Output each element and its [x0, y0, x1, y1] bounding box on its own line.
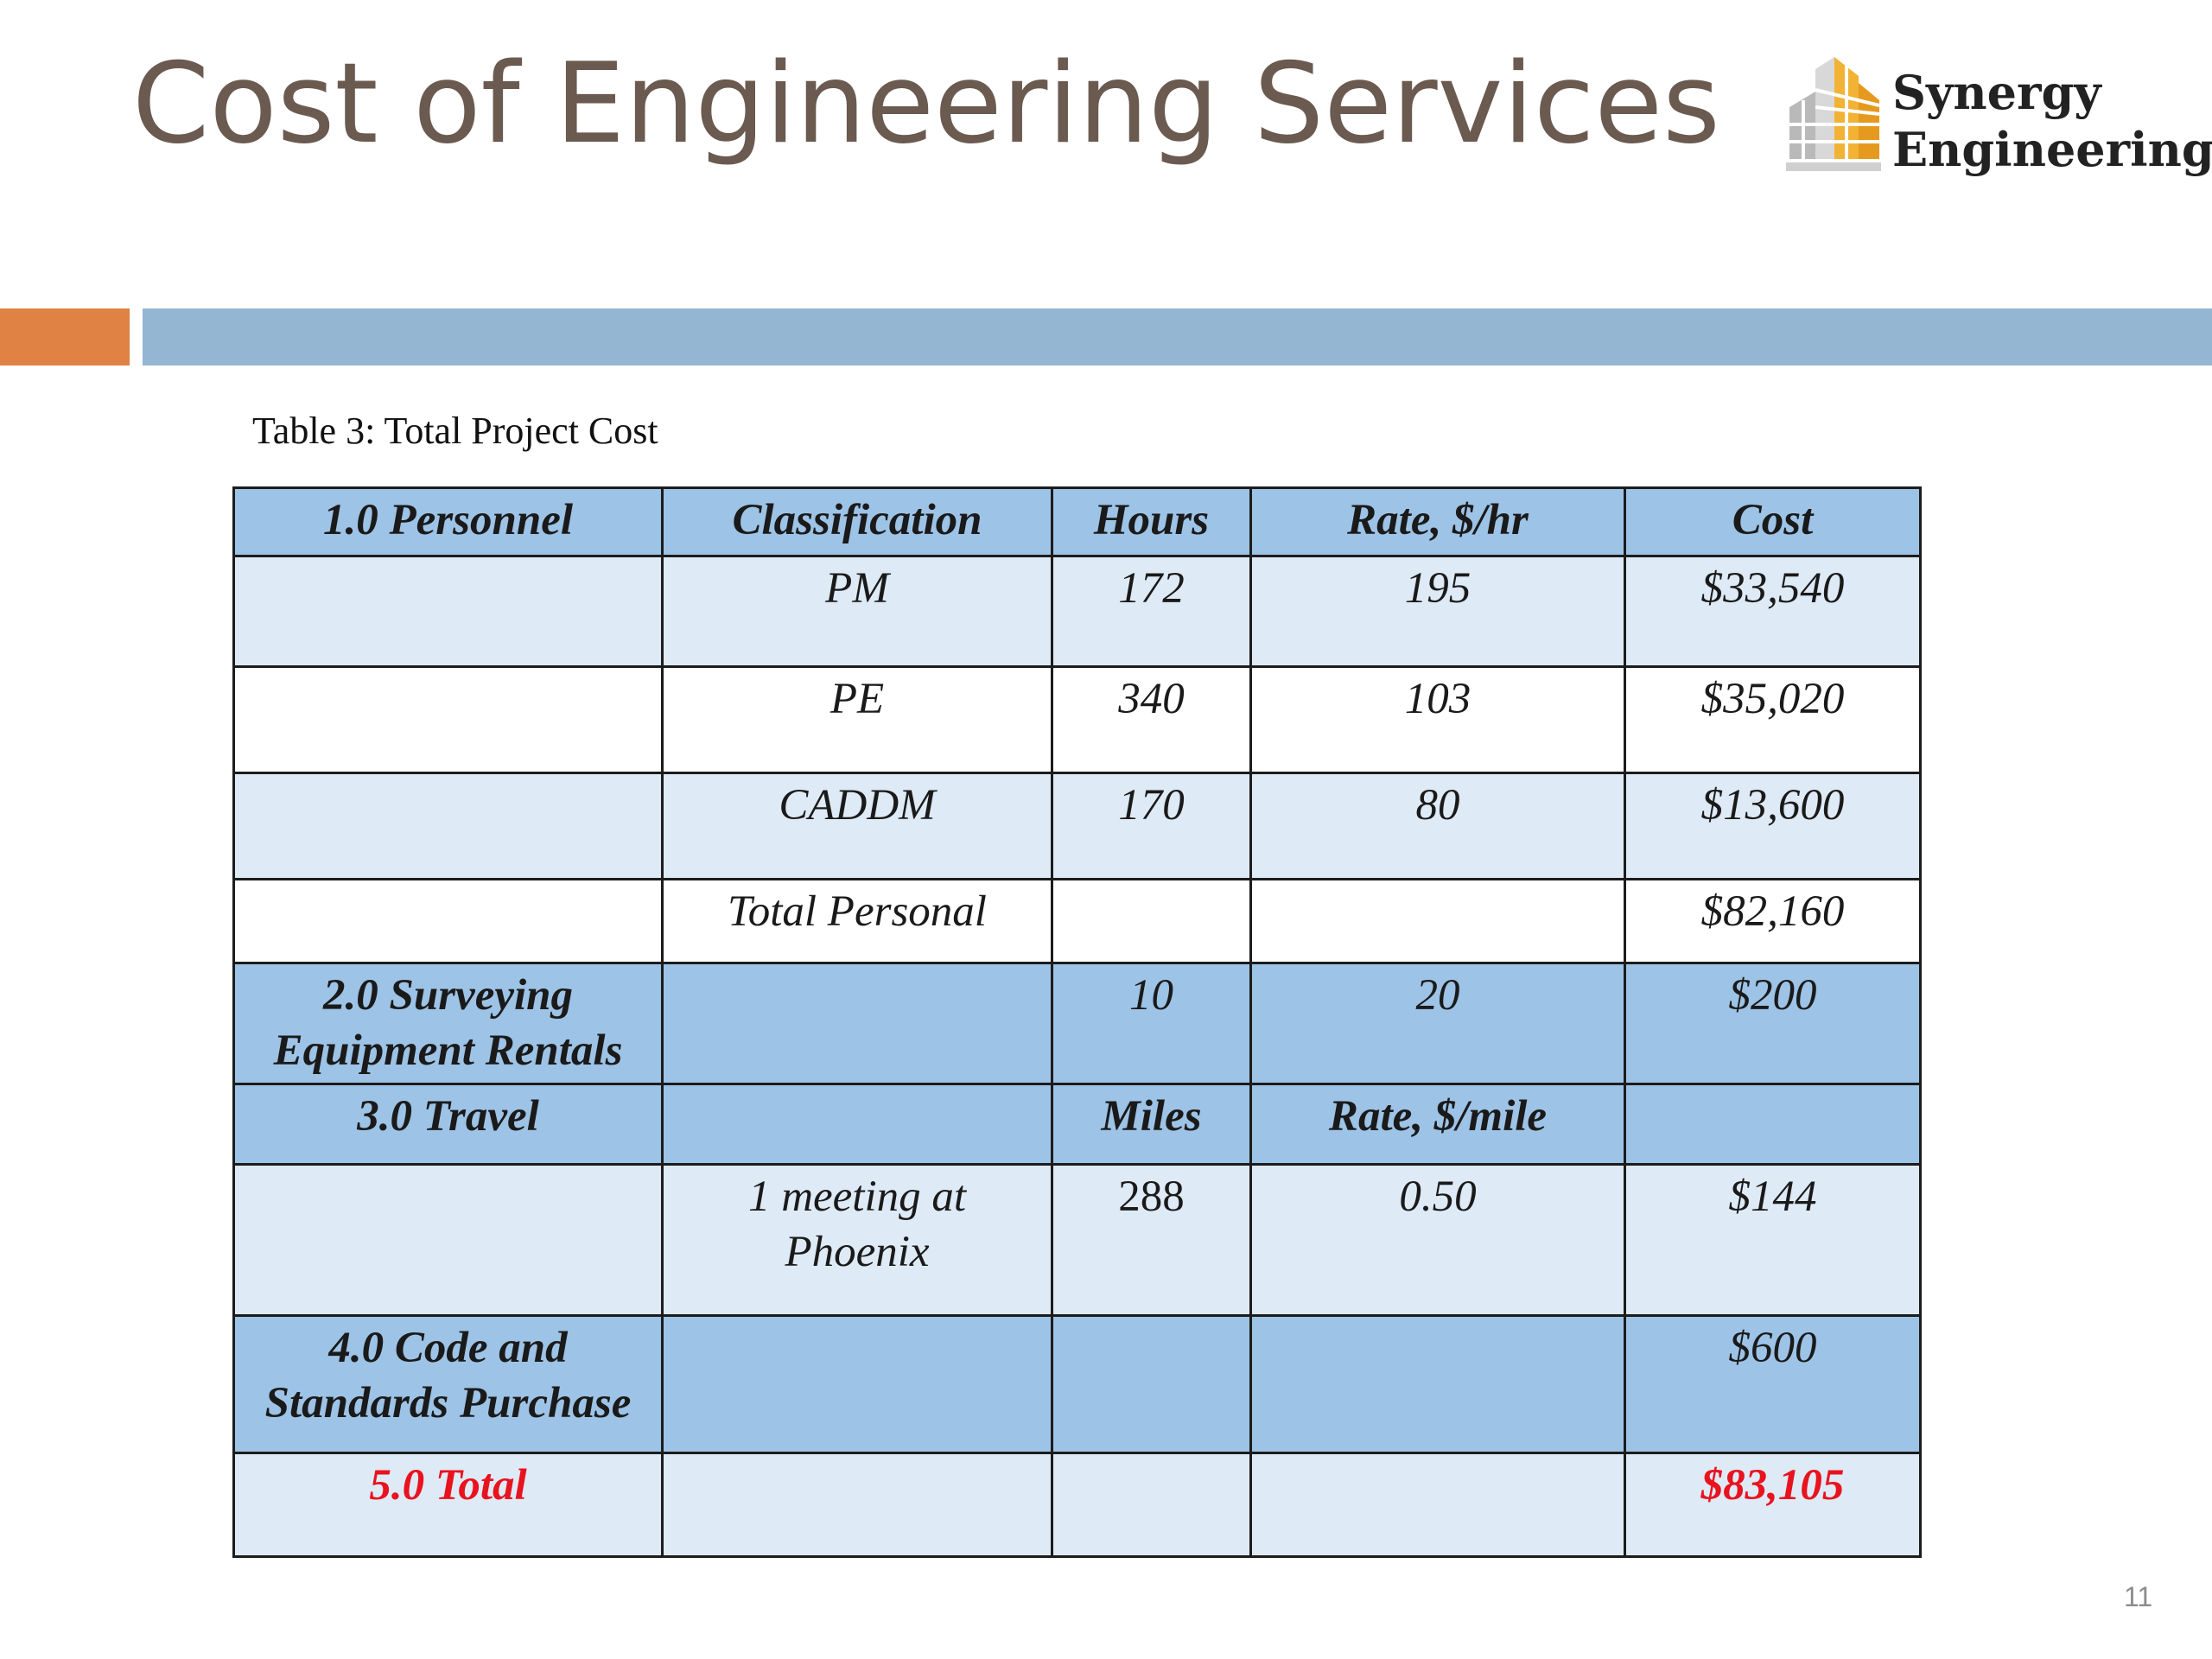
logo-line-2: Engineering	[1892, 122, 2212, 177]
table-row: Total Personal $82,160	[232, 878, 1922, 964]
slide-title: Cost of Engineering Services	[132, 40, 1720, 168]
table-row: PM 172 195 $33,540	[232, 555, 1922, 668]
section-label-line: Equipment Rentals	[273, 1027, 623, 1075]
table-cell	[232, 772, 664, 880]
section-label: 3.0 Travel	[232, 1083, 664, 1166]
table-cell	[1624, 1083, 1922, 1166]
table-cell: 80	[1249, 772, 1626, 880]
header-cell: Cost	[1624, 486, 1922, 557]
table-cell: $600	[1624, 1314, 1922, 1454]
section-label-line: 4.0 Code and	[328, 1324, 568, 1372]
slide-number: 11	[2124, 1581, 2153, 1612]
accent-bar-orange	[0, 308, 130, 365]
total-cost: $83,105	[1624, 1452, 1922, 1558]
table-header-row: 1.0 Personnel Classification Hours Rate,…	[232, 486, 1922, 557]
table-cell: 1 meeting at Phoenix	[661, 1163, 1053, 1317]
table-cell	[661, 1452, 1053, 1558]
table-row: CADDM 170 80 $13,600	[232, 772, 1922, 880]
table-cell	[1249, 878, 1626, 964]
section-label-line: 2.0 Surveying	[322, 971, 574, 1020]
table-cell: 0.50	[1249, 1163, 1626, 1317]
table-cell: 20	[1249, 962, 1626, 1085]
table-cell: PE	[661, 665, 1053, 774]
travel-row: 1 meeting at Phoenix 288 0.50 $144	[232, 1163, 1922, 1317]
logo-text: Synergy Engineering	[1892, 64, 2212, 178]
section-label-line: Standards Purchase	[264, 1379, 632, 1427]
table-cell	[661, 1083, 1053, 1166]
header-cell: Rate, $/hr	[1249, 486, 1626, 557]
header-cell: 1.0 Personnel	[232, 486, 664, 557]
section-label: 4.0 Code and Standards Purchase	[232, 1314, 664, 1454]
company-logo: Synergy Engineering	[1783, 57, 2212, 187]
surveying-row: 2.0 Surveying Equipment Rentals 10 20 $2…	[232, 962, 1922, 1085]
table-row: PE 340 103 $35,020	[232, 665, 1922, 774]
table-cell	[1051, 1452, 1252, 1558]
table-cell: CADDM	[661, 772, 1053, 880]
table-cell	[232, 665, 664, 774]
table-cell: $200	[1624, 962, 1922, 1085]
table-cell	[1249, 1452, 1626, 1558]
table-cell	[232, 1163, 664, 1317]
table-cell: $144	[1624, 1163, 1922, 1317]
table-cell: $13,600	[1624, 772, 1922, 880]
table-cell	[1051, 1314, 1252, 1454]
code-purchase-row: 4.0 Code and Standards Purchase $600	[232, 1314, 1922, 1454]
header-cell: Hours	[1051, 486, 1252, 557]
table-cell: 195	[1249, 555, 1626, 668]
table-cell: $33,540	[1624, 555, 1922, 668]
table-cell: 288	[1051, 1163, 1252, 1317]
travel-header-row: 3.0 Travel Miles Rate, $/mile	[232, 1083, 1922, 1166]
table-caption: Table 3: Total Project Cost	[252, 410, 658, 452]
table-cell: Total Personal	[661, 878, 1053, 964]
table-cell: 103	[1249, 665, 1626, 774]
table-cell	[661, 962, 1053, 1085]
table-cell	[1249, 1314, 1626, 1454]
table-cell: $35,020	[1624, 665, 1922, 774]
table-cell	[1051, 878, 1252, 964]
table-cell: $82,160	[1624, 878, 1922, 964]
travel-description-line: Phoenix	[785, 1228, 930, 1276]
table-cell	[232, 878, 664, 964]
table-cell: 340	[1051, 665, 1252, 774]
header-cell: Rate, $/mile	[1249, 1083, 1626, 1166]
logo-line-1: Synergy	[1892, 65, 2101, 120]
table-cell	[661, 1314, 1053, 1454]
table-cell: PM	[661, 555, 1053, 668]
building-icon	[1786, 57, 1881, 171]
total-row: 5.0 Total $83,105	[232, 1452, 1922, 1558]
table-cell: 10	[1051, 962, 1252, 1085]
table-cell: 172	[1051, 555, 1252, 668]
total-label: 5.0 Total	[232, 1452, 664, 1558]
accent-bar-blue	[143, 308, 2212, 365]
header-cell: Classification	[661, 486, 1053, 557]
project-cost-table: 1.0 Personnel Classification Hours Rate,…	[232, 486, 1922, 1558]
section-label: 2.0 Surveying Equipment Rentals	[232, 962, 664, 1085]
table-cell: 170	[1051, 772, 1252, 880]
header-cell: Miles	[1051, 1083, 1252, 1166]
table-cell	[232, 555, 664, 668]
travel-description-line: 1 meeting at	[747, 1173, 967, 1221]
